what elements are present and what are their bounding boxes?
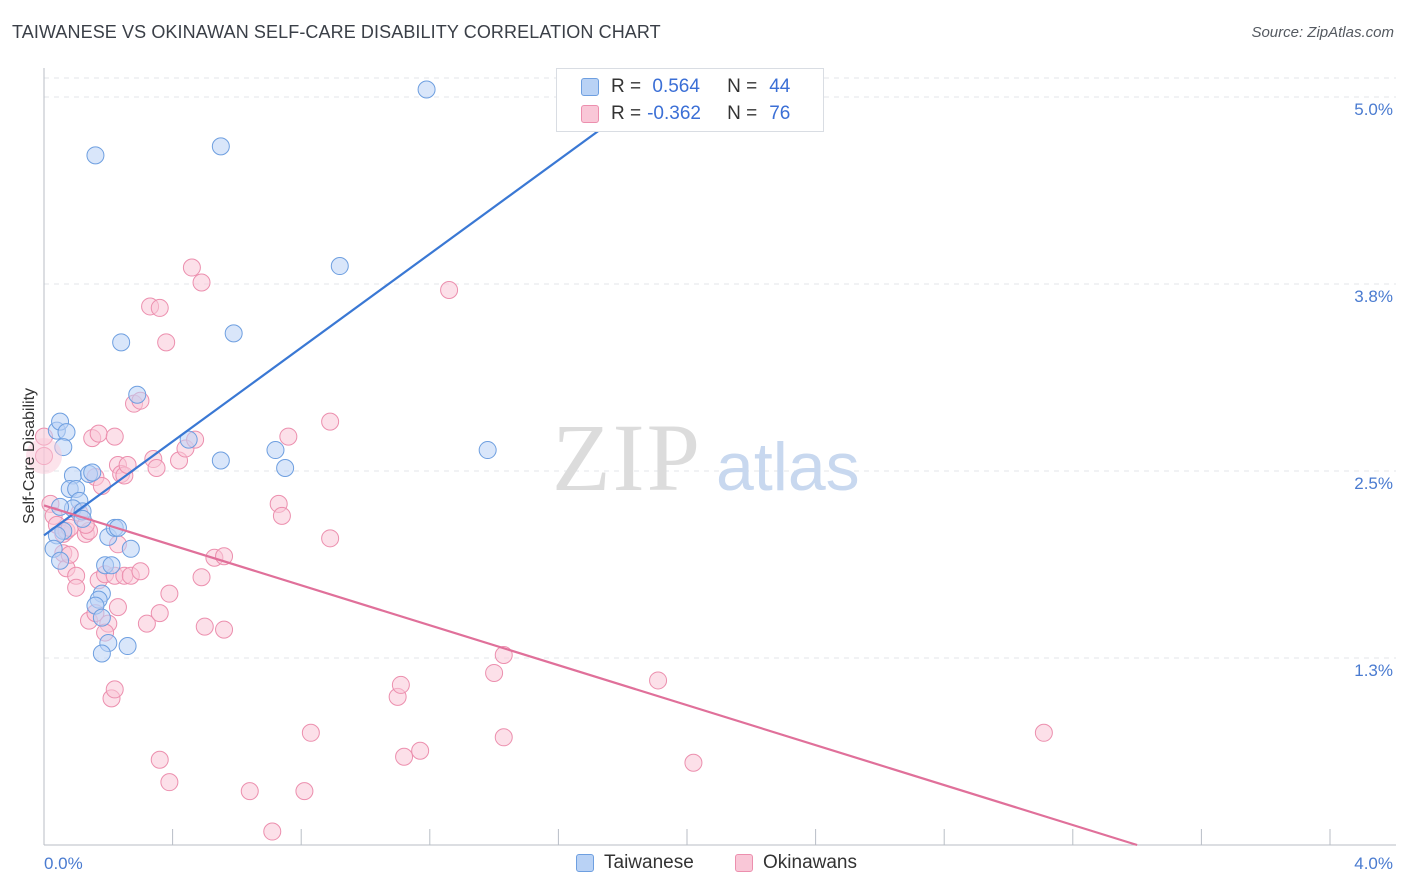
okinawan-point <box>150 604 169 623</box>
chart-title: TAIWANESE VS OKINAWAN SELF-CARE DISABILI… <box>12 22 661 42</box>
okinawan-point <box>131 562 150 581</box>
legend-swatch-taiwanese <box>581 78 599 96</box>
watermark-zip: ZIP <box>552 404 702 511</box>
legend-n-label: N = <box>727 103 758 124</box>
taiwanese-point <box>112 333 131 352</box>
taiwanese-point <box>73 509 92 528</box>
legend-r-label: R = <box>611 103 642 124</box>
legend-r-value: -0.362 <box>647 103 701 124</box>
taiwanese-point <box>128 385 147 404</box>
okinawan-point <box>395 747 414 766</box>
legend-n-value: 44 <box>769 76 791 97</box>
okinawan-point <box>67 578 86 597</box>
taiwanese-point <box>118 637 137 656</box>
okinawan-point <box>137 614 156 633</box>
taiwanese-point <box>330 257 349 276</box>
y-tick-label: 1.3% <box>1354 661 1393 680</box>
watermark-atlas: atlas <box>716 429 860 505</box>
taiwanese-point <box>121 539 140 558</box>
bottom-legend-swatch-okinawans <box>735 854 753 872</box>
okinawan-point <box>321 529 340 548</box>
okinawan-point <box>240 782 259 801</box>
bottom-legend-okinawans: Okinawans <box>735 852 857 874</box>
taiwanese-point <box>224 324 243 343</box>
okinawan-point-large <box>26 438 62 475</box>
taiwanese-point <box>86 146 105 165</box>
bottom-legend-label-taiwanese: Taiwanese <box>604 852 694 873</box>
okinawan-point <box>485 663 504 682</box>
x-tick-label-max: 4.0% <box>1354 854 1393 873</box>
okinawan-point <box>301 723 320 742</box>
taiwanese-point <box>92 608 111 627</box>
taiwanese-point <box>51 551 70 570</box>
grid-lines <box>44 77 1396 659</box>
y-tick-label: 2.5% <box>1354 474 1393 493</box>
taiwanese-point <box>417 80 436 99</box>
legend-n-label: N = <box>727 76 758 97</box>
taiwanese-point <box>276 459 295 478</box>
okinawan-point <box>108 598 127 617</box>
okinawan-point <box>195 617 214 636</box>
data-points <box>26 80 1053 841</box>
y-axis-label: Self-Care Disability <box>21 388 38 524</box>
okinawan-point <box>295 782 314 801</box>
okinawan-point <box>105 427 124 446</box>
bottom-legend-swatch-taiwanese <box>576 854 594 872</box>
legend-r-label: R = <box>611 76 642 97</box>
okinawan-point <box>105 680 124 699</box>
okinawan-point <box>494 646 513 665</box>
legend-row-taiwanese: R = 0.564 N = 44 <box>581 74 790 100</box>
chart-source: Source: ZipAtlas.com <box>1251 24 1394 41</box>
y-tick-label: 3.8% <box>1354 287 1393 306</box>
okinawan-point <box>494 728 513 747</box>
okinawan-point <box>147 459 166 478</box>
okinawan-point <box>160 773 179 792</box>
taiwanese-trend-line <box>43 100 640 537</box>
legend: R = 0.564 N = 44 R = -0.362 N = 76 <box>556 68 824 132</box>
taiwanese-point <box>478 441 497 460</box>
okinawan-point <box>411 741 430 760</box>
okinawan-point <box>1034 723 1053 742</box>
bottom-legend-label-okinawans: Okinawans <box>763 852 857 873</box>
taiwanese-point <box>57 423 76 442</box>
legend-n-value: 76 <box>769 103 791 124</box>
taiwanese-point <box>266 441 285 460</box>
okinawan-point <box>263 822 282 841</box>
taiwanese-point <box>211 137 230 156</box>
trend-lines <box>43 100 1138 847</box>
okinawan-point <box>440 280 459 299</box>
taiwanese-point <box>83 463 102 482</box>
watermark: ZIP atlas <box>552 404 860 511</box>
okinawan-point <box>150 750 169 769</box>
okinawan-point <box>192 568 211 587</box>
okinawan-point <box>321 412 340 431</box>
okinawan-point <box>157 333 176 352</box>
tick-labels: 1.3% 2.5% 3.8% 5.0% 0.0% 4.0% <box>44 100 1393 873</box>
legend-row-okinawans: R = -0.362 N = 76 <box>581 101 790 127</box>
y-tick-label: 5.0% <box>1354 100 1393 119</box>
okinawan-point <box>684 753 703 772</box>
okinawan-point <box>150 298 169 317</box>
taiwanese-point <box>92 644 111 663</box>
okinawan-point <box>391 675 410 694</box>
bottom-legend-taiwanese: Taiwanese <box>576 852 694 874</box>
okinawan-point <box>215 620 234 639</box>
okinawan-trend-line <box>43 504 1138 847</box>
legend-r-value: 0.564 <box>647 76 700 97</box>
okinawan-point <box>279 427 298 446</box>
okinawan-point <box>182 258 201 277</box>
okinawan-point <box>89 424 108 443</box>
legend-swatch-okinawans <box>581 105 599 123</box>
okinawan-point <box>272 506 291 525</box>
okinawan-point <box>649 671 668 690</box>
taiwanese-point <box>102 556 121 575</box>
okinawan-point <box>160 584 179 603</box>
x-tick-label-min: 0.0% <box>44 854 83 873</box>
okinawan-point <box>192 273 211 292</box>
taiwanese-point <box>211 451 230 470</box>
